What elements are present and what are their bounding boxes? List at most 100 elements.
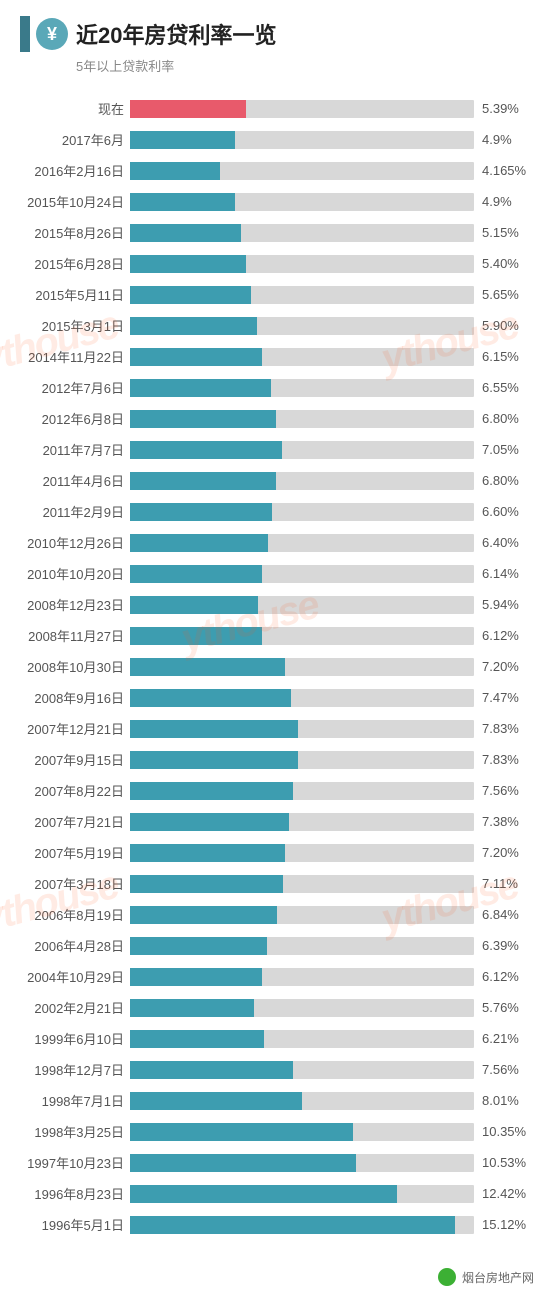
bar-fill [130,813,289,831]
chart-row: 2017年6月4.9% [10,126,544,153]
chart-row: 2007年9月15日7.83% [10,746,544,773]
page-subtitle: 5年以上贷款利率 [0,56,554,75]
row-label: 2007年12月21日 [10,719,130,738]
bar-track [130,782,474,800]
bar-track [130,1061,474,1079]
row-value: 7.83% [474,721,544,736]
row-label: 2015年6月28日 [10,254,130,273]
row-label: 1998年3月25日 [10,1122,130,1141]
row-value: 6.80% [474,473,544,488]
chart-row: 2015年5月11日5.65% [10,281,544,308]
bar-track [130,813,474,831]
row-label: 2004年10月29日 [10,967,130,986]
bar-fill [130,1030,264,1048]
chart-row: 2006年8月19日6.84% [10,901,544,928]
bar-track [130,441,474,459]
bar-fill [130,844,285,862]
bar-track [130,1123,474,1141]
bar-track [130,100,474,118]
row-value: 4.165% [474,163,544,178]
bar-track [130,1030,474,1048]
bar-track [130,627,474,645]
row-label: 2011年2月9日 [10,502,130,521]
chart-row: 2002年2月21日5.76% [10,994,544,1021]
page-container: ¥ 近20年房贷利率一览 5年以上贷款利率 现在5.39%2017年6月4.9%… [0,0,554,1292]
bar-fill [130,255,246,273]
bar-track [130,1185,474,1203]
row-value: 8.01% [474,1093,544,1108]
chart-row: 2004年10月29日6.12% [10,963,544,990]
chart-row: 2008年10月30日7.20% [10,653,544,680]
bar-fill [130,751,298,769]
row-label: 2017年6月 [10,130,130,149]
chart-row: 2014年11月22日6.15% [10,343,544,370]
row-label: 2012年6月8日 [10,409,130,428]
row-value: 5.94% [474,597,544,612]
chart-row: 2012年7月6日6.55% [10,374,544,401]
chart-row: 1998年3月25日10.35% [10,1118,544,1145]
row-label: 2006年4月28日 [10,936,130,955]
bar-track [130,751,474,769]
bar-track [130,875,474,893]
bar-track [130,286,474,304]
bar-fill [130,689,291,707]
chart-row: 1998年7月1日8.01% [10,1087,544,1114]
bar-fill [130,131,235,149]
bar-track [130,565,474,583]
bar-fill [130,286,251,304]
wechat-icon [438,1268,456,1286]
header-accent-bar [20,16,30,52]
row-value: 7.47% [474,690,544,705]
row-label: 2010年12月26日 [10,533,130,552]
row-label: 2011年4月6日 [10,471,130,490]
row-value: 7.56% [474,783,544,798]
row-value: 7.83% [474,752,544,767]
bar-track [130,224,474,242]
row-value: 5.90% [474,318,544,333]
row-value: 7.38% [474,814,544,829]
bar-track [130,937,474,955]
row-label: 2008年9月16日 [10,688,130,707]
bar-track [130,1216,474,1234]
chart-row: 2012年6月8日6.80% [10,405,544,432]
bar-fill [130,162,220,180]
footer: 烟台房地产网 [0,1262,554,1292]
bar-track [130,596,474,614]
row-label: 1996年8月23日 [10,1184,130,1203]
bar-track [130,379,474,397]
chart-row: 2007年5月19日7.20% [10,839,544,866]
row-value: 4.9% [474,194,544,209]
bar-fill [130,410,276,428]
bar-fill [130,379,271,397]
row-label: 2016年2月16日 [10,161,130,180]
row-label: 现在 [10,99,130,118]
row-value: 5.15% [474,225,544,240]
bar-fill [130,224,241,242]
row-label: 1999年6月10日 [10,1029,130,1048]
bar-fill [130,875,283,893]
row-value: 6.21% [474,1031,544,1046]
row-value: 5.39% [474,101,544,116]
row-label: 1998年12月7日 [10,1060,130,1079]
bar-fill [130,317,257,335]
row-label: 2008年10月30日 [10,657,130,676]
header: ¥ 近20年房贷利率一览 [0,0,554,56]
bar-fill [130,720,298,738]
row-label: 1997年10月23日 [10,1153,130,1172]
row-label: 2015年10月24日 [10,192,130,211]
row-value: 7.56% [474,1062,544,1077]
bar-fill [130,658,285,676]
chart-row: 2008年11月27日6.12% [10,622,544,649]
bar-fill [130,1154,356,1172]
chart-row: 2016年2月16日 4.165% [10,157,544,184]
chart-row: 1996年5月1日15.12% [10,1211,544,1238]
chart-row: 2007年12月21日 7.83% [10,715,544,742]
bar-track [130,410,474,428]
bar-track [130,317,474,335]
bar-fill [130,565,262,583]
chart-row: 1996年8月23日12.42% [10,1180,544,1207]
bar-track [130,503,474,521]
chart-row: 2008年12月23日5.94% [10,591,544,618]
row-label: 2015年3月1日 [10,316,130,335]
row-value: 15.12% [474,1217,544,1232]
